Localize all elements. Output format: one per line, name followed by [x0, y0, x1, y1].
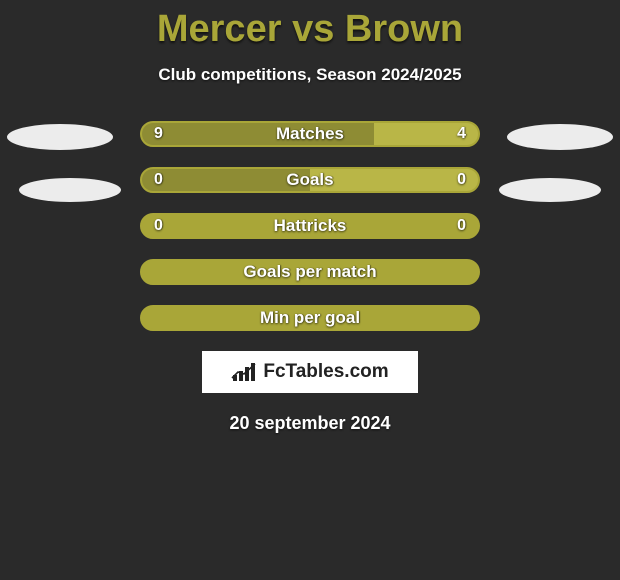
source-logo: FcTables.com: [202, 351, 418, 393]
stat-label: Hattricks: [142, 215, 478, 237]
player-b-badge-placeholder: [507, 124, 613, 150]
player-b-flag-placeholder: [499, 178, 601, 202]
stat-row-matches: Matches 9 4: [140, 121, 480, 147]
player-a-flag-placeholder: [19, 178, 121, 202]
page-title: Mercer vs Brown: [0, 0, 620, 51]
stat-row-goals-per-match: Goals per match: [140, 259, 480, 285]
stat-bar: Min per goal: [140, 305, 480, 331]
stat-value-right: 0: [457, 215, 466, 237]
stat-label: Matches: [142, 123, 478, 145]
player-a-badge-placeholder: [7, 124, 113, 150]
stat-row-goals: Goals 0 0: [140, 167, 480, 193]
stat-label: Min per goal: [142, 307, 478, 329]
date-label: 20 september 2024: [0, 413, 620, 434]
stat-label: Goals: [142, 169, 478, 191]
stat-value-right: 4: [457, 123, 466, 145]
player-b-name: Brown: [345, 8, 463, 50]
stat-bar: Hattricks 0 0: [140, 213, 480, 239]
stat-label: Goals per match: [142, 261, 478, 283]
source-logo-text: FcTables.com: [263, 361, 388, 383]
bar-chart-icon: [231, 361, 257, 383]
stat-bar: Goals 0 0: [140, 167, 480, 193]
vs-label: vs: [292, 8, 334, 50]
stat-value-left: 0: [154, 169, 163, 191]
stat-row-min-per-goal: Min per goal: [140, 305, 480, 331]
stat-bar: Goals per match: [140, 259, 480, 285]
stat-bar: Matches 9 4: [140, 121, 480, 147]
stat-rows: Matches 9 4 Goals 0 0 Hattricks 0 0 Goal…: [0, 121, 620, 331]
stat-value-left: 0: [154, 215, 163, 237]
stat-row-hattricks: Hattricks 0 0: [140, 213, 480, 239]
stat-value-right: 0: [457, 169, 466, 191]
stat-value-left: 9: [154, 123, 163, 145]
subtitle: Club competitions, Season 2024/2025: [0, 65, 620, 85]
player-a-name: Mercer: [157, 8, 282, 50]
